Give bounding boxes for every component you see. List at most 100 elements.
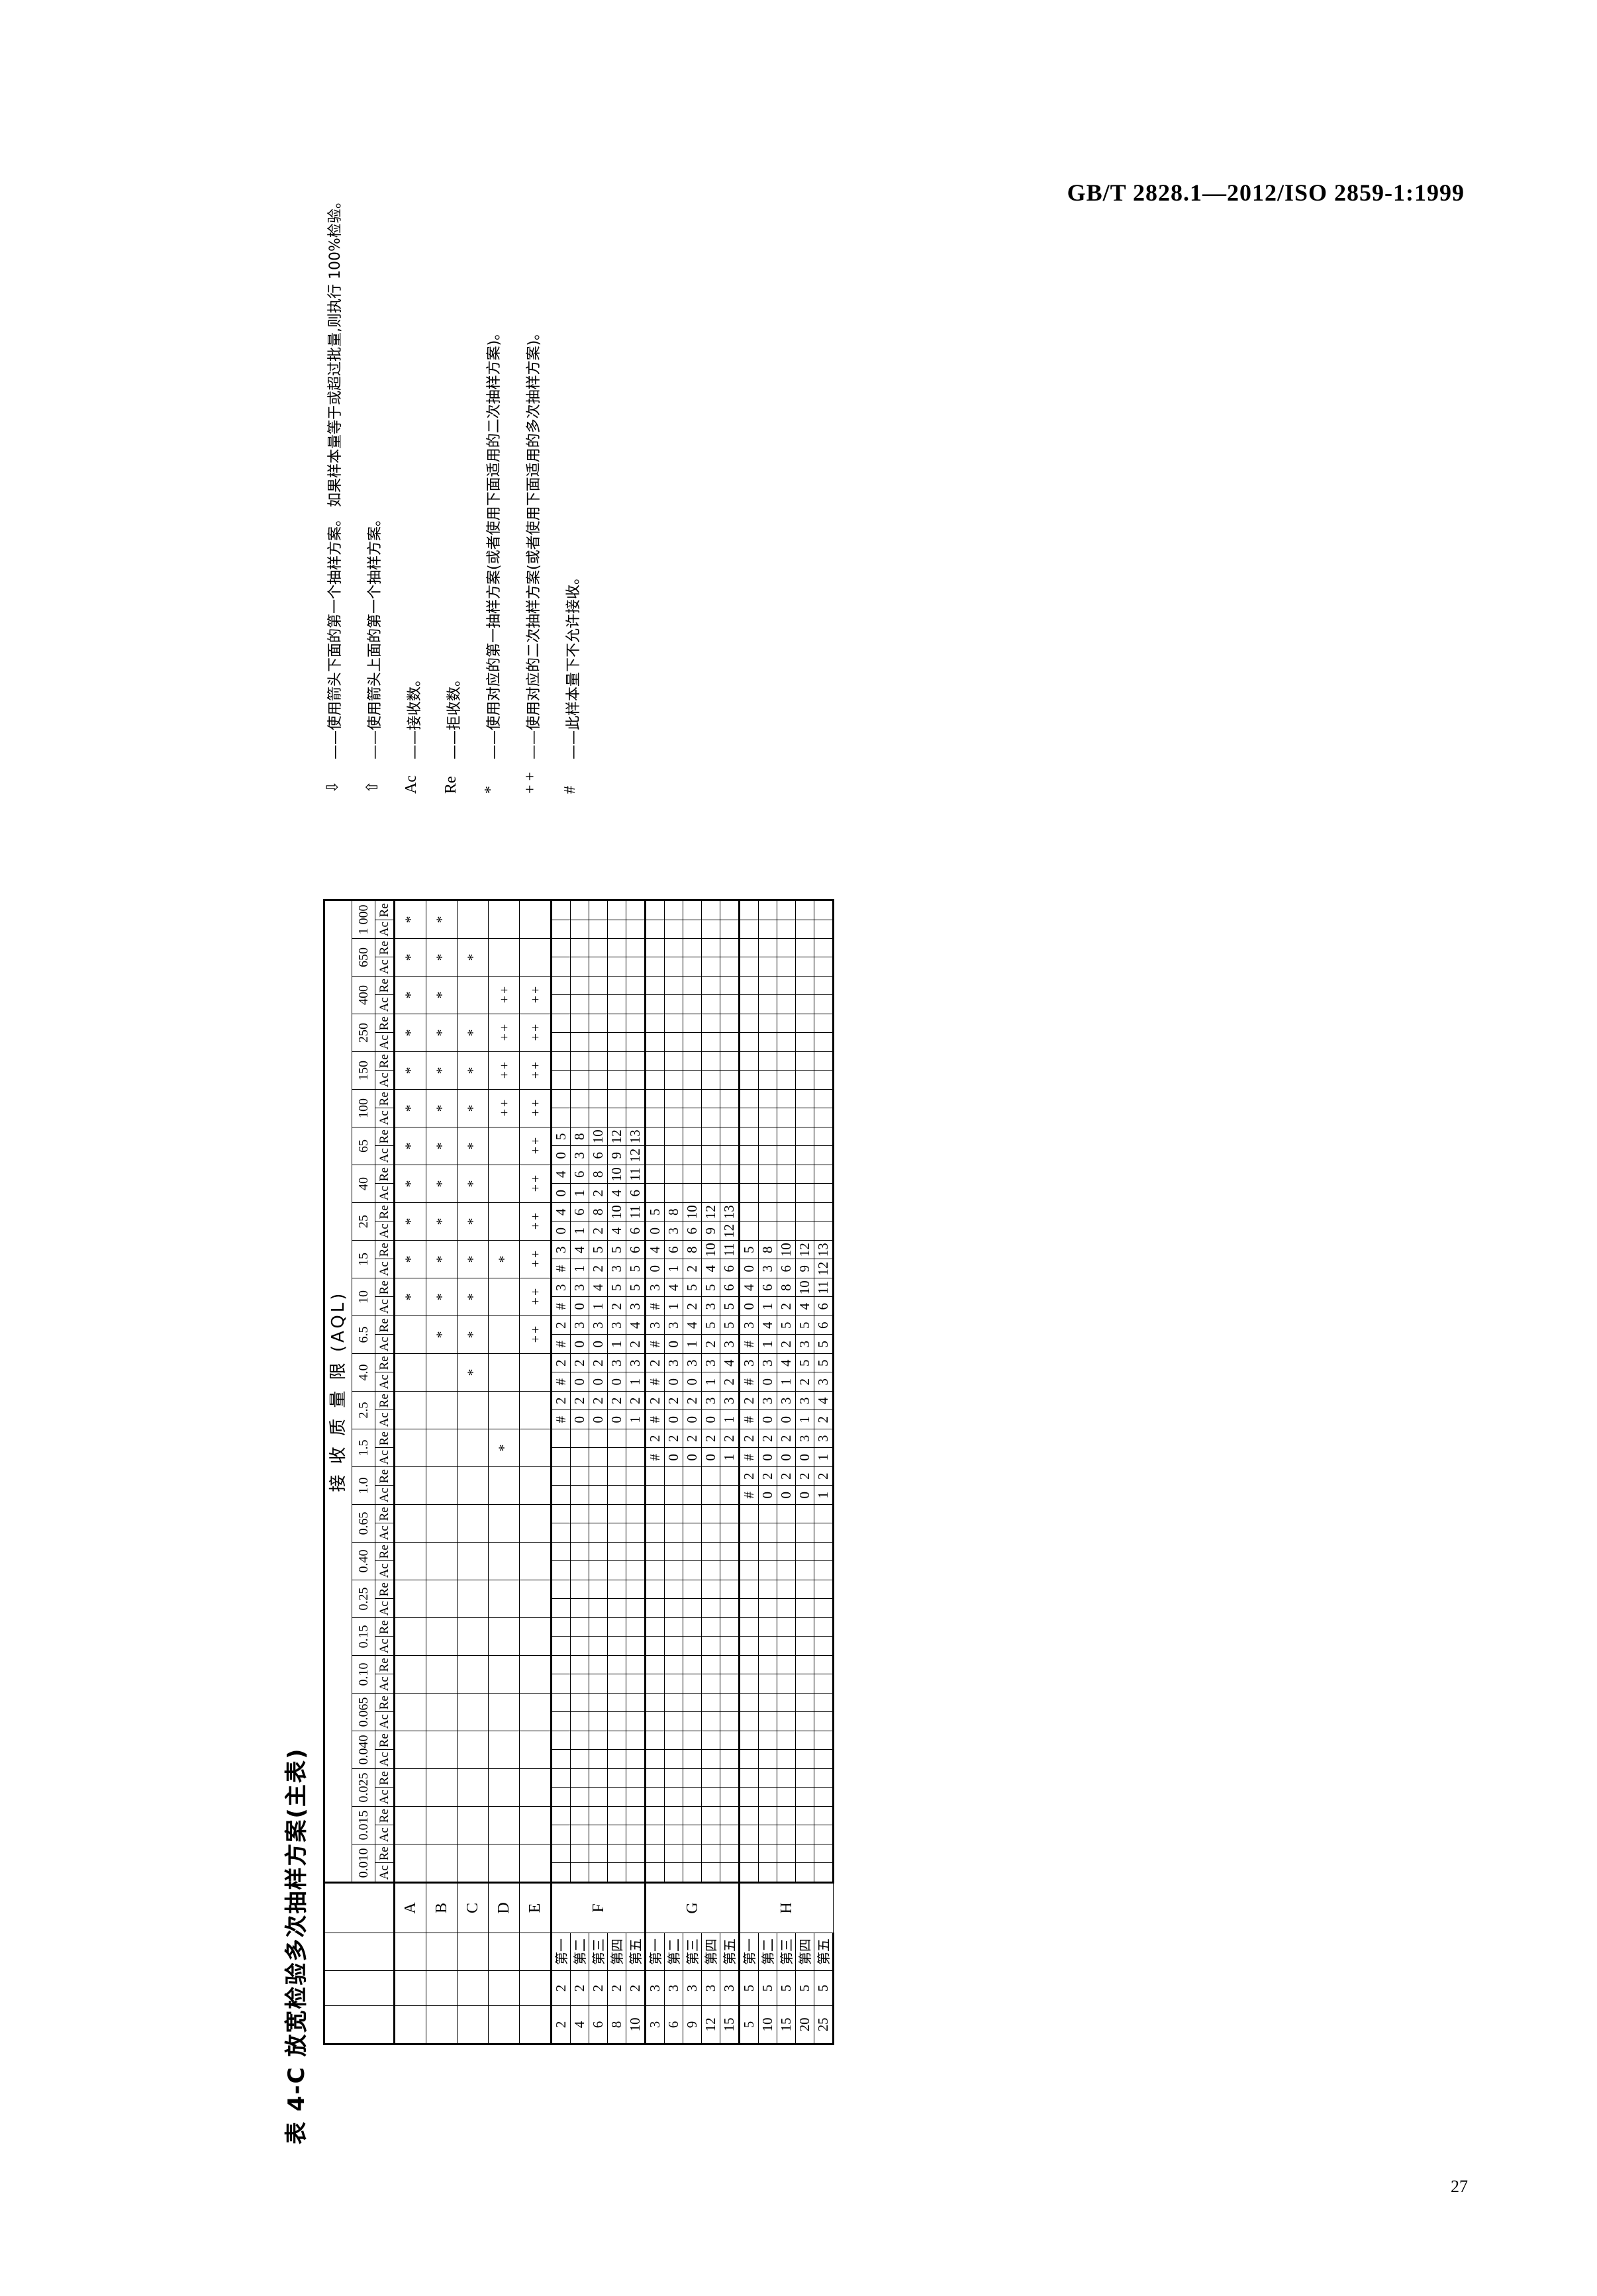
re-cell <box>607 1655 626 1674</box>
re-cell <box>720 1542 740 1561</box>
re-cell <box>795 900 814 920</box>
re-cell <box>795 976 814 995</box>
plan-cell: * <box>426 1240 458 1278</box>
ac-cell <box>758 1071 777 1090</box>
re-cell <box>795 1731 814 1750</box>
re-cell <box>795 1202 814 1221</box>
ac-cell: 3 <box>664 1221 683 1241</box>
ac-cell <box>795 1033 814 1052</box>
plan-cell <box>519 1731 552 1769</box>
cum-cell: 8 <box>607 2005 626 2044</box>
ac-cell <box>777 1599 796 1618</box>
ac-cell: 1 <box>626 1372 646 1392</box>
re-cell: 3 <box>720 1391 740 1410</box>
plan-cell <box>426 1429 458 1467</box>
re-cell <box>551 1542 571 1561</box>
plan-cell: + + <box>488 976 520 1014</box>
ac-cell <box>664 920 683 939</box>
ac-cell: 6 <box>626 1221 646 1241</box>
re-cell <box>739 1580 759 1599</box>
ac-cell <box>739 1862 759 1883</box>
sample-ordinal: 第一 <box>551 1933 571 1971</box>
ac-cell <box>777 1637 796 1656</box>
ac-cell: 0 <box>683 1372 702 1392</box>
re-cell <box>607 1617 626 1637</box>
ac-cell <box>758 957 777 977</box>
re-cell <box>683 1580 702 1599</box>
re-cell <box>720 900 740 920</box>
cum-cell: 12 <box>701 2005 720 2044</box>
ac-cell <box>739 995 759 1014</box>
re-cell <box>664 1542 683 1561</box>
re-cell <box>758 1806 777 1825</box>
plan-cell <box>457 1806 489 1844</box>
ac-cell <box>589 1033 608 1052</box>
plan-cell: + + <box>519 1240 552 1278</box>
ac-cell: 1 <box>570 1259 589 1278</box>
ac-cell <box>626 957 646 977</box>
n-cell: 2 <box>551 1970 571 2006</box>
re-cell <box>589 1806 608 1825</box>
plan-cell: * <box>457 1240 489 1278</box>
table-row: B * * * * * * * * * * * * <box>426 900 458 2044</box>
re-cell <box>626 1806 646 1825</box>
ac-cell <box>777 1862 796 1883</box>
ac-cell <box>664 1674 683 1694</box>
re-cell <box>720 1806 740 1825</box>
sample-cell <box>426 1933 458 1971</box>
ac-cell: 4 <box>701 1259 720 1278</box>
n-cell: 3 <box>664 1970 683 2006</box>
cum-cell <box>519 2005 552 2044</box>
ac-cell <box>664 1486 683 1505</box>
re-cell <box>795 938 814 957</box>
re-cell: 5 <box>626 1278 646 1297</box>
ac-cell <box>645 1750 665 1769</box>
ac-header: Ac <box>375 1033 395 1052</box>
plan-cell <box>426 1844 458 1883</box>
re-cell: 3 <box>645 1278 665 1297</box>
plan-cell: * <box>394 900 426 939</box>
ac-cell: 1 <box>758 1335 777 1354</box>
ac-cell <box>795 1523 814 1543</box>
re-cell <box>570 900 589 920</box>
ac-cell <box>720 1184 740 1203</box>
ac-cell <box>701 1599 720 1618</box>
ac-cell <box>664 1108 683 1127</box>
plan-cell <box>457 1655 489 1694</box>
re-cell <box>664 938 683 957</box>
ac-cell: 9 <box>795 1259 814 1278</box>
re-cell <box>607 1693 626 1712</box>
ac-cell <box>626 1712 646 1731</box>
re-cell: 3 <box>758 1391 777 1410</box>
re-header: Re <box>375 1014 395 1033</box>
re-header: Re <box>375 1731 395 1750</box>
ac-cell <box>570 995 589 1014</box>
ac-cell <box>795 1712 814 1731</box>
re-cell: 2 <box>664 1429 683 1448</box>
re-cell: 5 <box>777 1315 796 1335</box>
re-cell <box>777 938 796 957</box>
ac-cell: # <box>739 1448 759 1467</box>
re-cell: 2 <box>607 1391 626 1410</box>
ac-cell: 0 <box>570 1297 589 1316</box>
re-cell <box>683 1806 702 1825</box>
plan-cell <box>519 1353 552 1392</box>
re-header: Re <box>375 1202 395 1221</box>
ac-cell <box>795 1561 814 1580</box>
re-cell <box>814 1768 834 1788</box>
re-cell <box>570 1542 589 1561</box>
plan-cell: * <box>394 938 426 977</box>
re-cell <box>720 1844 740 1863</box>
ac-cell <box>777 1108 796 1127</box>
cum-cell: 25 <box>814 2005 834 2044</box>
ac-cell <box>570 1108 589 1127</box>
ac-cell: 5 <box>720 1297 740 1316</box>
cum-cell: 20 <box>795 2005 814 2044</box>
re-cell: 5 <box>551 1127 571 1146</box>
ac-cell <box>814 1862 834 1883</box>
re-header: Re <box>375 1315 395 1335</box>
re-cell <box>701 1844 720 1863</box>
ac-cell <box>758 1033 777 1052</box>
ac-cell <box>795 1599 814 1618</box>
re-cell <box>589 1051 608 1071</box>
